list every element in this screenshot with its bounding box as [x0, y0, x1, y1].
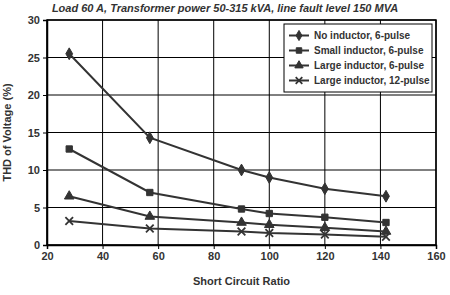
x-tick-label: 160 — [427, 250, 445, 262]
series-marker — [321, 183, 328, 195]
x-axis-line — [48, 246, 437, 250]
series-marker — [65, 217, 73, 225]
legend-label: Large inductor, 12-pulse — [314, 75, 430, 86]
series-marker — [266, 172, 273, 184]
x-tick: 100 — [261, 245, 279, 262]
x-tick-label: 80 — [208, 250, 220, 262]
series-marker — [147, 189, 153, 195]
x-axis-title: Short Circuit Ratio — [193, 275, 290, 287]
series-marker — [64, 191, 74, 199]
legend-marker — [296, 30, 302, 40]
y-axis: 0 5 10 15 20 25 30 — [28, 14, 48, 251]
title: Load 60 A, Transformer power 50-315 kVA,… — [52, 2, 398, 14]
series-marker — [265, 229, 273, 237]
y-tick: 0 — [34, 239, 47, 251]
y-tick-label: 5 — [34, 202, 40, 214]
series-marker — [264, 219, 274, 227]
series-marker — [66, 48, 73, 60]
legend-marker — [296, 48, 301, 53]
y-tick: 30 — [28, 14, 47, 26]
series-marker — [266, 210, 272, 216]
y-tick: 10 — [28, 164, 47, 176]
x-tick: 60 — [153, 245, 165, 262]
y-tick-label: 15 — [28, 127, 40, 139]
y-tick: 5 — [34, 202, 47, 214]
x-tick-label: 120 — [316, 250, 334, 262]
series-marker — [237, 217, 247, 225]
series-marker — [146, 225, 154, 233]
x-tick: 140 — [372, 245, 390, 262]
x-tick: 120 — [316, 245, 334, 262]
x-tick: 20 — [41, 245, 53, 262]
y-tick-label: 30 — [28, 14, 40, 26]
series-marker — [320, 222, 330, 230]
y-tick: 20 — [28, 89, 47, 101]
series-marker — [66, 146, 72, 152]
legend-box — [284, 24, 432, 92]
y-tick-label: 20 — [28, 89, 40, 101]
y-tick-label: 0 — [34, 239, 40, 251]
x-tick: 160 — [427, 245, 445, 262]
series-marker — [145, 211, 155, 219]
x-tick-label: 40 — [97, 250, 109, 262]
legend-label: Large inductor, 6-pulse — [314, 60, 424, 71]
legend-label: Small inductor, 6-pulse — [314, 45, 424, 56]
series-marker — [238, 206, 244, 212]
y-axis-title: THD of Voltage (%) — [1, 83, 13, 182]
series-marker — [383, 219, 389, 225]
series-marker — [238, 228, 246, 236]
x-tick-label: 60 — [153, 250, 165, 262]
grid — [47, 20, 436, 245]
series-line — [69, 149, 386, 223]
plot-frame — [47, 20, 436, 245]
grid-line-y — [47, 95, 436, 96]
series-marker — [238, 164, 245, 176]
legend-marker — [295, 61, 303, 68]
x-tick: 80 — [208, 245, 220, 262]
plot: 20 40 60 80 100 120 140 160 0 5 10 15 20 25 30 — [28, 14, 446, 262]
legend: No inductor, 6-pulse Small inductor, 6-pu… — [284, 24, 432, 92]
y-tick-label: 10 — [28, 164, 40, 176]
series-marker — [382, 233, 390, 241]
x-tick-label: 20 — [41, 250, 53, 262]
series-marker — [146, 132, 153, 144]
y-tick-label: 25 — [28, 52, 40, 64]
series-marker — [322, 214, 328, 220]
y-tick: 15 — [28, 127, 47, 139]
x-axis: 20 40 60 80 100 120 140 160 — [41, 245, 445, 262]
series-marker — [321, 231, 329, 239]
series-line — [69, 221, 386, 237]
series-marker — [383, 190, 390, 202]
grid-line-y — [47, 132, 436, 133]
legend-marker — [296, 77, 303, 84]
chart: Load 60 A, Transformer power 50-315 kVA,… — [0, 0, 450, 295]
x-tick-label: 140 — [372, 250, 390, 262]
y-tick: 25 — [28, 52, 47, 64]
x-tick-label: 100 — [261, 250, 279, 262]
legend-label: No inductor, 6-pulse — [314, 30, 411, 41]
x-tick: 40 — [97, 245, 109, 262]
